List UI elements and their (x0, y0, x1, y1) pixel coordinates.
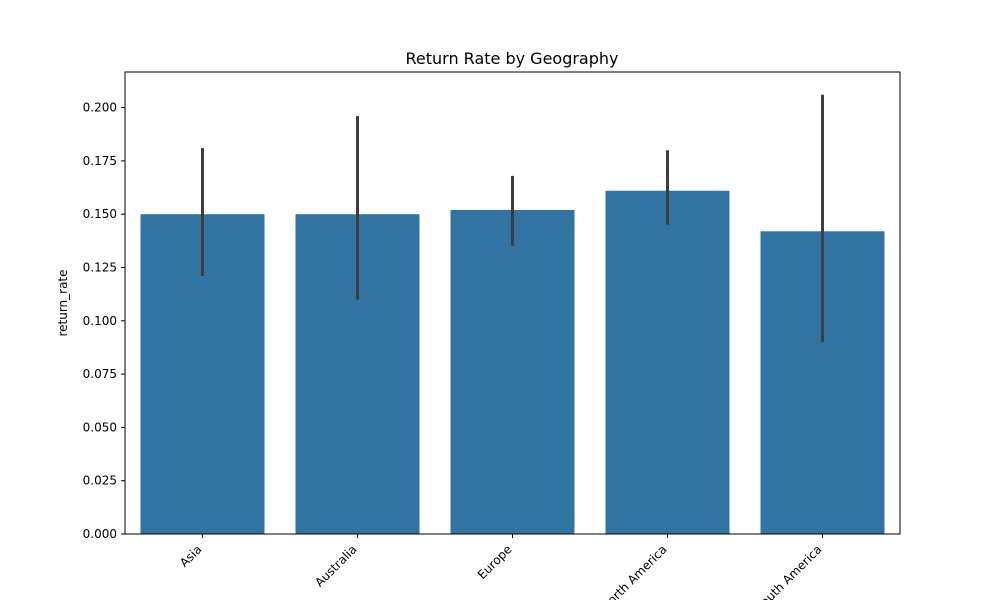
chart-title: Return Rate by Geography (406, 49, 619, 68)
y-axis-label: return_rate (56, 269, 70, 336)
y-tick-label: 0.200 (83, 101, 117, 115)
y-tick-label: 0.050 (83, 420, 117, 434)
error-bars-group (201, 94, 824, 343)
y-axis-ticks: 0.000 0.025 0.050 0.075 0.100 0.125 0.150 0.175… (83, 101, 125, 541)
x-tick-label: North America (598, 542, 669, 600)
y-tick-label: 0.150 (83, 207, 117, 221)
y-tick-label: 0.025 (83, 474, 117, 488)
x-tick-label: Europe (475, 542, 515, 582)
y-tick-label: 0.000 (83, 527, 117, 541)
bars-group (140, 190, 885, 534)
y-tick-label: 0.075 (83, 367, 117, 381)
y-tick-label: 0.100 (83, 314, 117, 328)
bar (605, 190, 730, 534)
x-tick-label: Asia (177, 542, 205, 570)
x-tick-label: Australia (312, 542, 359, 589)
y-tick-label: 0.125 (83, 261, 117, 275)
bar (450, 209, 575, 534)
y-tick-label: 0.175 (83, 154, 117, 168)
plot-frame (124, 71, 901, 535)
x-tick-label: South America (752, 542, 824, 600)
x-axis-ticks: Asia Australia Europe North America South Am… (177, 534, 825, 604)
